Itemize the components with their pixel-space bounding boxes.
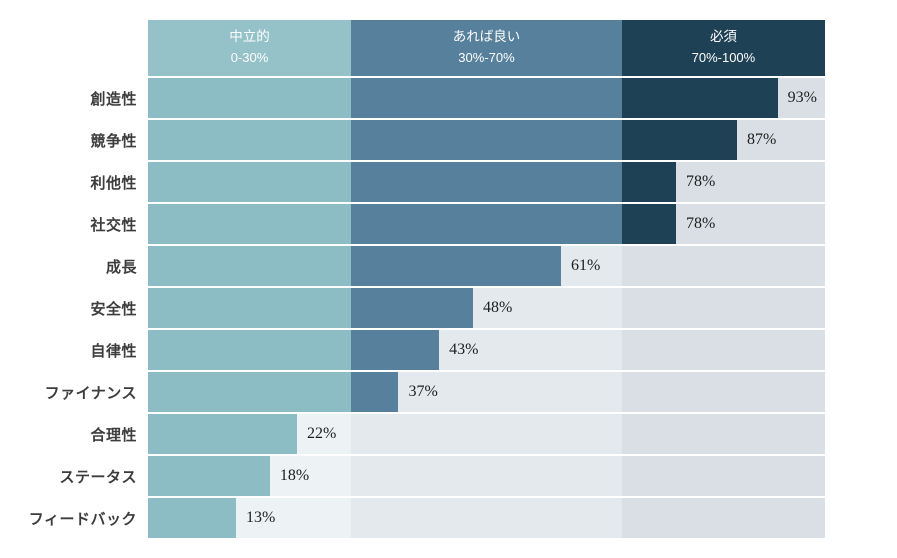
category-label: 利他性 bbox=[90, 174, 137, 192]
category-label: フィードバック bbox=[28, 510, 137, 528]
bar-segment-1 bbox=[351, 246, 561, 286]
bar-segment-1 bbox=[351, 204, 622, 244]
zone-legend-header: 中立的 0-30% あれば良い 30%-70% 必須 70%-100% bbox=[148, 20, 825, 76]
value-label: 37% bbox=[408, 383, 438, 400]
bar-track: 43% bbox=[148, 330, 825, 370]
value-label: 93% bbox=[787, 89, 817, 106]
value-label: 61% bbox=[570, 257, 601, 274]
category-label: 自律性 bbox=[90, 342, 137, 360]
bar-track: 78% bbox=[148, 162, 825, 202]
category-label: 創造性 bbox=[90, 90, 137, 108]
track-zone-bg-2 bbox=[621, 372, 825, 412]
bar-segment-2 bbox=[621, 78, 778, 118]
track-zone-bg-2 bbox=[621, 330, 825, 370]
table-row: 利他性 78% bbox=[0, 162, 825, 202]
zone-header-range: 0-30% bbox=[230, 50, 269, 66]
value-label: 13% bbox=[246, 509, 276, 526]
track-zone-bg-2 bbox=[621, 246, 825, 286]
bar-segment-1 bbox=[351, 78, 622, 118]
zone-header-0: 中立的 0-30% bbox=[148, 20, 352, 76]
bar-segment-0 bbox=[148, 456, 270, 496]
zone-header-2: 必須 70%-100% bbox=[621, 20, 825, 76]
zone-header-range: 70%-100% bbox=[691, 50, 756, 66]
zone-header-label: あれば良い bbox=[452, 29, 521, 45]
bar-rows: 創造性 93% 競争性 87% 利他性 78% 社交性 78% 成長 61% 安全性 48% 自律性 43… bbox=[0, 78, 825, 538]
table-row: 合理性 22% bbox=[0, 414, 825, 454]
category-label: 合理性 bbox=[90, 426, 137, 444]
table-row: ステータス 18% bbox=[0, 456, 825, 496]
zone-header-1: あれば良い 30%-70% bbox=[351, 20, 622, 76]
category-label: ステータス bbox=[59, 468, 137, 486]
bar-segment-0 bbox=[148, 372, 352, 412]
track-zone-bg-2 bbox=[621, 288, 825, 328]
category-label: ファイナンス bbox=[44, 384, 137, 402]
bar-track: 22% bbox=[148, 414, 825, 454]
bar-segment-0 bbox=[148, 498, 236, 538]
bar-track: 13% bbox=[148, 498, 825, 538]
bar-track: 87% bbox=[148, 120, 825, 160]
track-zone-bg-1 bbox=[351, 414, 622, 454]
bar-segment-0 bbox=[148, 204, 352, 244]
bar-segment-1 bbox=[351, 162, 622, 202]
table-row: 競争性 87% bbox=[0, 120, 825, 160]
table-row: 創造性 93% bbox=[0, 78, 825, 118]
value-label: 48% bbox=[482, 299, 513, 316]
category-label: 競争性 bbox=[90, 132, 137, 150]
bar-segment-2 bbox=[621, 120, 737, 160]
value-label: 87% bbox=[746, 131, 777, 148]
value-label: 18% bbox=[279, 467, 310, 484]
bar-segment-0 bbox=[148, 414, 297, 454]
bar-track: 37% bbox=[148, 372, 825, 412]
category-label: 成長 bbox=[105, 258, 137, 276]
zone-header-range: 30%-70% bbox=[458, 50, 515, 66]
bar-track: 48% bbox=[148, 288, 825, 328]
table-row: 成長 61% bbox=[0, 246, 825, 286]
table-row: 安全性 48% bbox=[0, 288, 825, 328]
table-row: フィードバック 13% bbox=[0, 498, 825, 538]
bar-segment-0 bbox=[148, 120, 352, 160]
value-label: 78% bbox=[686, 215, 716, 232]
bar-segment-0 bbox=[148, 288, 352, 328]
bar-segment-0 bbox=[148, 246, 352, 286]
zone-header-label: 中立的 bbox=[229, 29, 270, 45]
track-zone-bg-2 bbox=[621, 456, 825, 496]
values-survey-bar-chart: 中立的 0-30% あれば良い 30%-70% 必須 70%-100% 創造性 93% 競争性… bbox=[0, 20, 897, 538]
bar-track: 18% bbox=[148, 456, 825, 496]
bar-track: 78% bbox=[148, 204, 825, 244]
bar-segment-0 bbox=[148, 330, 352, 370]
bar-segment-1 bbox=[351, 372, 399, 412]
bar-segment-2 bbox=[621, 204, 677, 244]
bar-segment-1 bbox=[351, 120, 622, 160]
bar-segment-0 bbox=[148, 78, 352, 118]
track-zone-bg-2 bbox=[621, 498, 825, 538]
track-zone-bg-1 bbox=[351, 456, 622, 496]
value-label: 22% bbox=[306, 425, 337, 442]
bar-track: 61% bbox=[148, 246, 825, 286]
table-row: 社交性 78% bbox=[0, 204, 825, 244]
bar-segment-0 bbox=[148, 162, 352, 202]
category-label: 社交性 bbox=[90, 216, 137, 234]
bar-segment-1 bbox=[351, 288, 473, 328]
table-row: 自律性 43% bbox=[0, 330, 825, 370]
bar-segment-2 bbox=[621, 162, 677, 202]
bar-segment-1 bbox=[351, 330, 440, 370]
bar-track: 93% bbox=[148, 78, 825, 118]
table-row: ファイナンス 37% bbox=[0, 372, 825, 412]
track-zone-bg-2 bbox=[621, 414, 825, 454]
zone-header-label: 必須 bbox=[709, 29, 737, 45]
value-label: 43% bbox=[449, 341, 479, 358]
category-label: 安全性 bbox=[90, 300, 137, 318]
track-zone-bg-1 bbox=[351, 498, 622, 538]
value-label: 78% bbox=[686, 173, 716, 190]
